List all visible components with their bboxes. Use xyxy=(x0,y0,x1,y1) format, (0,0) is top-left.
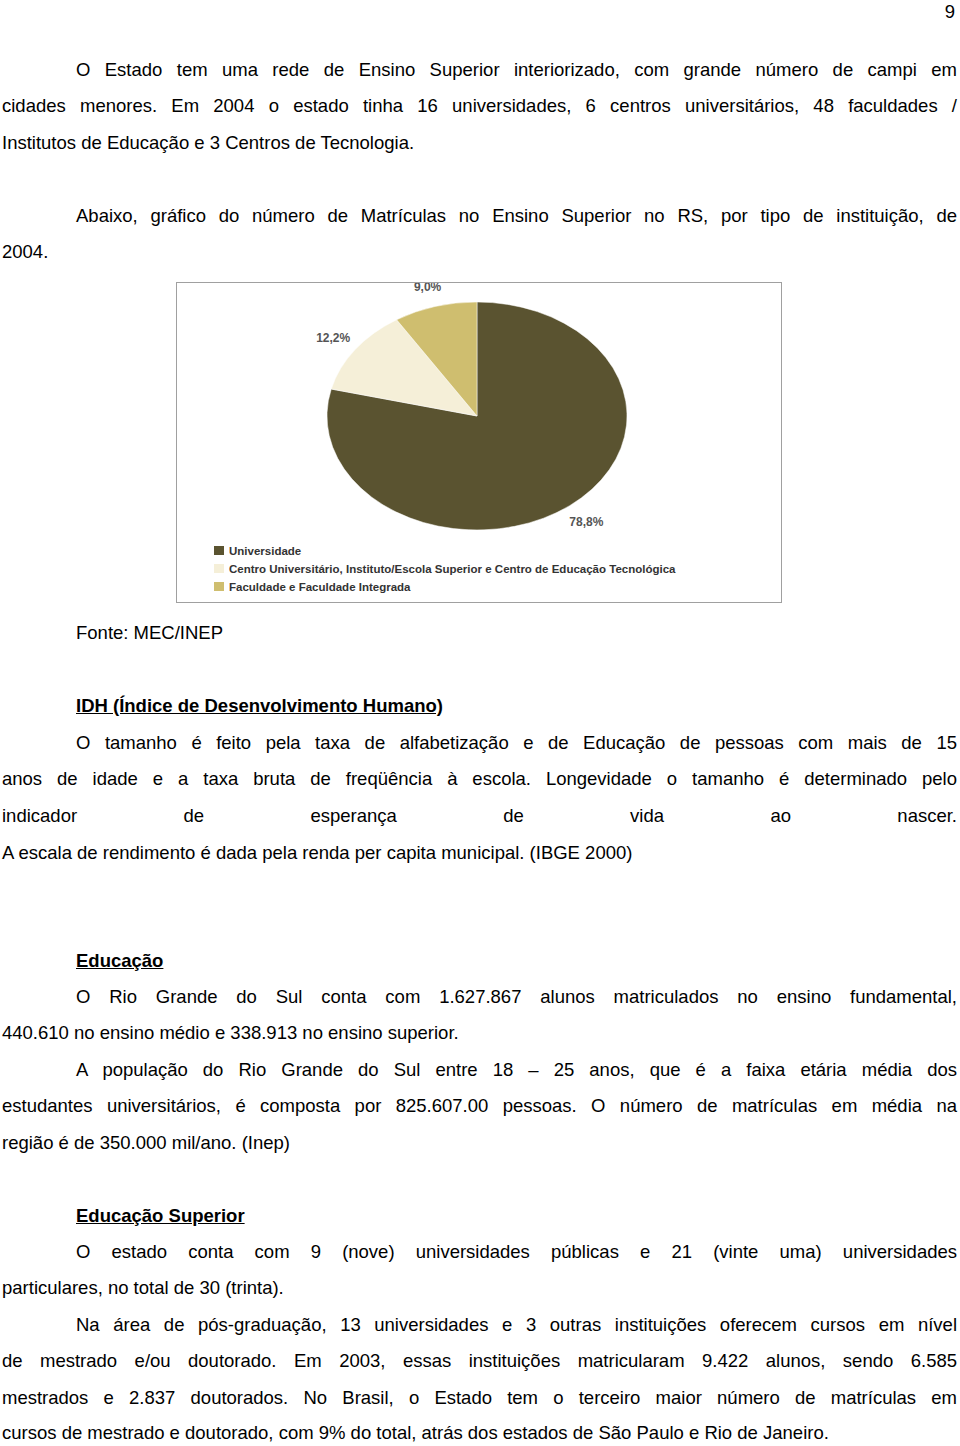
paragraph-line: O Rio Grande do Sul conta com 1.627.867 … xyxy=(76,985,957,1009)
paragraph-line: A população do Rio Grande do Sul entre 1… xyxy=(76,1058,957,1082)
legend: Universidade Centro Universitário, Instit… xyxy=(214,545,676,593)
paragraph-line: indicador de esperança de vida ao nascer… xyxy=(2,804,957,828)
chart-frame: 78,8% 12,2% 9,0% Universidade Centro Univers… xyxy=(176,282,782,603)
data-label: 9,0% xyxy=(414,283,442,294)
paragraph-line: particulares, no total de 30 (trinta). xyxy=(2,1276,957,1300)
paragraph-line: Abaixo, gráfico do número de Matrículas … xyxy=(76,204,957,228)
legend-label: Universidade xyxy=(229,545,301,557)
section-heading: IDH (Índice de Desenvolvimento Humano) xyxy=(76,694,957,718)
paragraph-line: 440.610 no ensino médio e 338.913 no ens… xyxy=(2,1021,957,1045)
source: Fonte: MEC/INEP xyxy=(76,621,957,645)
legend-swatch xyxy=(214,546,224,555)
pie-slice xyxy=(327,302,627,530)
pie-slice xyxy=(397,302,477,416)
section-heading: Educação Superior xyxy=(76,1204,957,1228)
data-label: 78,8% xyxy=(569,515,603,529)
paragraph-line: de mestrado e/ou doutorado. Em 2003, ess… xyxy=(2,1349,957,1373)
legend-label: Faculdade e Faculdade Integrada xyxy=(229,581,411,593)
legend-swatch xyxy=(214,582,224,591)
paragraph-line: Na área de pós-graduação, 13 universidad… xyxy=(76,1313,957,1337)
data-label: 12,2% xyxy=(316,331,350,345)
paragraph-line: estudantes universitários, é composta po… xyxy=(2,1094,957,1118)
paragraph-line: anos de idade e a taxa bruta de freqüênc… xyxy=(2,767,957,791)
paragraph-line: O Estado tem uma rede de Ensino Superior… xyxy=(76,58,957,82)
paragraph-line: cidades menores. Em 2004 o estado tinha … xyxy=(2,94,957,118)
paragraph-line: 2004. xyxy=(2,240,957,264)
section-heading: Educação xyxy=(76,949,957,973)
paragraph-line: O tamanho é feito pela taxa de alfabetiz… xyxy=(76,731,957,755)
paragraph-line: cursos de mestrado e doutorado, com 9% d… xyxy=(2,1421,957,1445)
paragraph-line: O estado conta com 9 (nove) universidade… xyxy=(76,1240,957,1264)
paragraph-line: A escala de rendimento é dada pela renda… xyxy=(2,841,957,865)
legend-label: Centro Universitário, Instituto/Escola S… xyxy=(229,563,676,575)
paragraph-line: mestrados e 2.837 doutorados. No Brasil,… xyxy=(2,1386,957,1410)
page: 9 O Estado tem uma rede de Ensino Superio… xyxy=(0,0,960,1446)
slices xyxy=(327,302,627,530)
chart: 78,8% 12,2% 9,0% Universidade Centro Univers… xyxy=(177,283,781,602)
paragraph-line: região é de 350.000 mil/ano. (Inep) xyxy=(2,1131,957,1155)
legend-swatch xyxy=(214,564,224,573)
paragraph-line: Institutos de Educação e 3 Centros de Te… xyxy=(2,131,957,155)
page-number: 9 xyxy=(900,0,955,24)
